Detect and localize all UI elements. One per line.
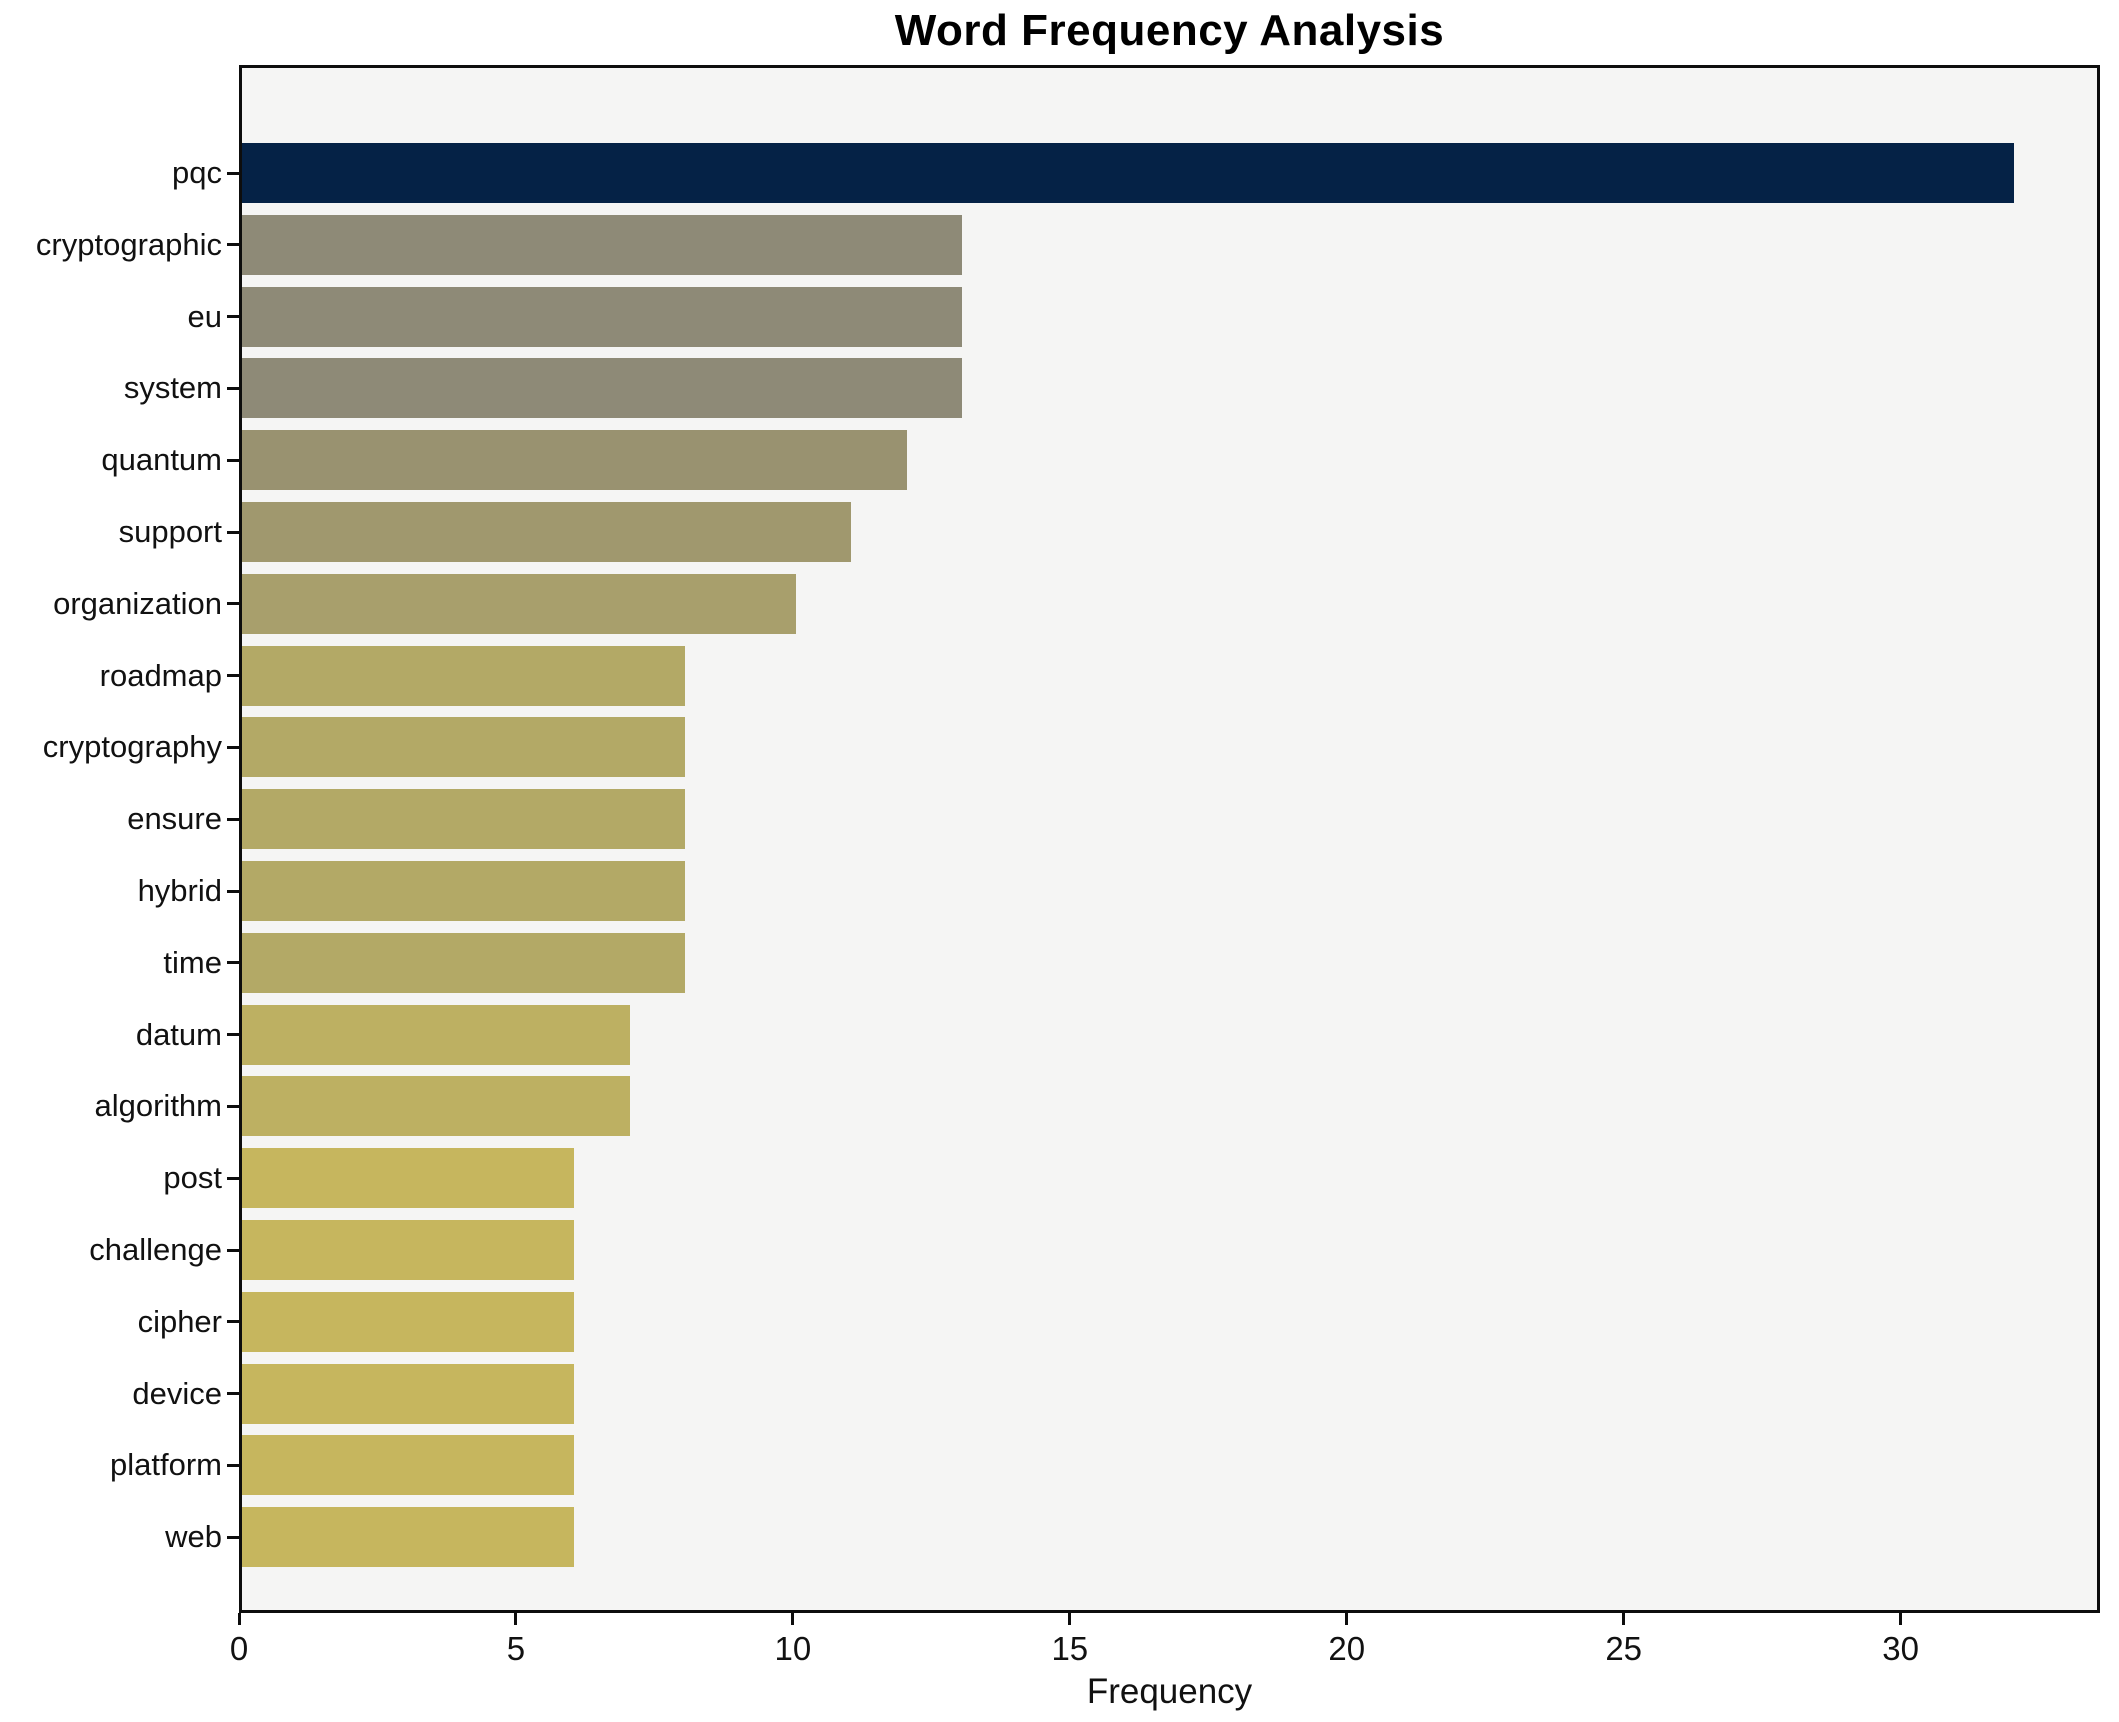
bar-ensure — [242, 789, 686, 850]
y-tick-label-web: web — [165, 1519, 222, 1555]
y-tick-label-eu: eu — [187, 298, 222, 334]
bar-web — [242, 1507, 575, 1568]
y-tick-mark-web — [227, 1535, 239, 1539]
y-tick-label-pqc: pqc — [172, 155, 222, 190]
x-tick-mark-10 — [791, 1613, 795, 1625]
x-tick-label-20: 20 — [1328, 1630, 1366, 1667]
y-tick-mark-eu — [227, 315, 239, 319]
bar-eu — [242, 286, 963, 347]
y-tick-mark-system — [227, 386, 239, 390]
y-tick-label-datum: datum — [135, 1016, 222, 1052]
y-tick-mark-cipher — [227, 1320, 239, 1324]
y-tick-mark-support — [227, 530, 239, 534]
bar-pqc — [242, 143, 2015, 203]
x-tick-label-10: 10 — [774, 1630, 812, 1667]
x-tick-label-25: 25 — [1605, 1630, 1643, 1667]
y-tick-label-cipher: cipher — [137, 1303, 222, 1339]
y-tick-label-support: support — [118, 514, 222, 549]
y-tick-mark-post — [227, 1176, 239, 1180]
bar-time — [242, 932, 686, 993]
x-tick-mark-15 — [1068, 1613, 1072, 1625]
plot-area — [239, 65, 2100, 1613]
y-tick-label-cryptography: cryptography — [42, 729, 222, 765]
y-tick-mark-organization — [227, 602, 239, 606]
bar-challenge — [242, 1220, 575, 1280]
y-tick-mark-quantum — [227, 458, 239, 462]
x-tick-mark-25 — [1622, 1613, 1626, 1625]
x-tick-label-5: 5 — [506, 1630, 526, 1667]
bar-datum — [242, 1004, 630, 1065]
y-tick-mark-cryptographic — [227, 243, 239, 247]
y-tick-label-post: post — [163, 1160, 222, 1196]
x-tick-mark-5 — [514, 1613, 518, 1625]
y-tick-mark-cryptography — [227, 745, 239, 749]
x-tick-mark-0 — [237, 1613, 241, 1625]
y-tick-mark-algorithm — [227, 1104, 239, 1108]
y-tick-label-device: device — [132, 1375, 222, 1411]
bar-platform — [242, 1435, 575, 1496]
y-tick-label-quantum: quantum — [101, 442, 222, 478]
x-axis-title: Frequency — [1086, 1672, 1253, 1711]
chart-title: Word Frequency Analysis — [894, 6, 1445, 55]
x-tick-label-0: 0 — [229, 1630, 249, 1667]
y-tick-mark-hybrid — [227, 889, 239, 893]
bar-cryptography — [242, 717, 686, 778]
x-tick-label-15: 15 — [1051, 1630, 1089, 1667]
y-tick-mark-roadmap — [227, 674, 239, 678]
y-tick-label-organization: organization — [53, 585, 222, 621]
bar-device — [242, 1363, 575, 1424]
bar-post — [242, 1148, 575, 1209]
y-tick-mark-device — [227, 1392, 239, 1396]
bar-support — [242, 502, 852, 562]
y-tick-label-system: system — [123, 370, 222, 406]
y-tick-label-challenge: challenge — [89, 1232, 222, 1267]
bar-system — [242, 358, 963, 419]
y-tick-label-time: time — [163, 944, 222, 980]
y-tick-mark-platform — [227, 1463, 239, 1467]
y-tick-mark-pqc — [227, 171, 239, 175]
y-tick-label-platform: platform — [110, 1447, 222, 1483]
bar-hybrid — [242, 861, 686, 921]
bar-cryptographic — [242, 214, 963, 275]
y-tick-mark-datum — [227, 1033, 239, 1037]
y-tick-mark-challenge — [227, 1248, 239, 1252]
y-tick-label-ensure: ensure — [127, 801, 222, 837]
bar-organization — [242, 573, 796, 634]
y-tick-label-hybrid: hybrid — [137, 873, 222, 908]
bar-cipher — [242, 1291, 575, 1352]
bar-algorithm — [242, 1076, 630, 1137]
y-tick-label-algorithm: algorithm — [94, 1088, 223, 1124]
bar-quantum — [242, 430, 907, 491]
y-tick-label-roadmap: roadmap — [99, 657, 222, 693]
x-tick-mark-30 — [1899, 1613, 1903, 1625]
y-tick-mark-time — [227, 961, 239, 965]
x-tick-mark-20 — [1345, 1613, 1349, 1625]
bar-roadmap — [242, 645, 686, 706]
x-tick-label-30: 30 — [1882, 1630, 1919, 1667]
y-tick-mark-ensure — [227, 817, 239, 821]
y-tick-label-cryptographic: cryptographic — [35, 226, 222, 262]
